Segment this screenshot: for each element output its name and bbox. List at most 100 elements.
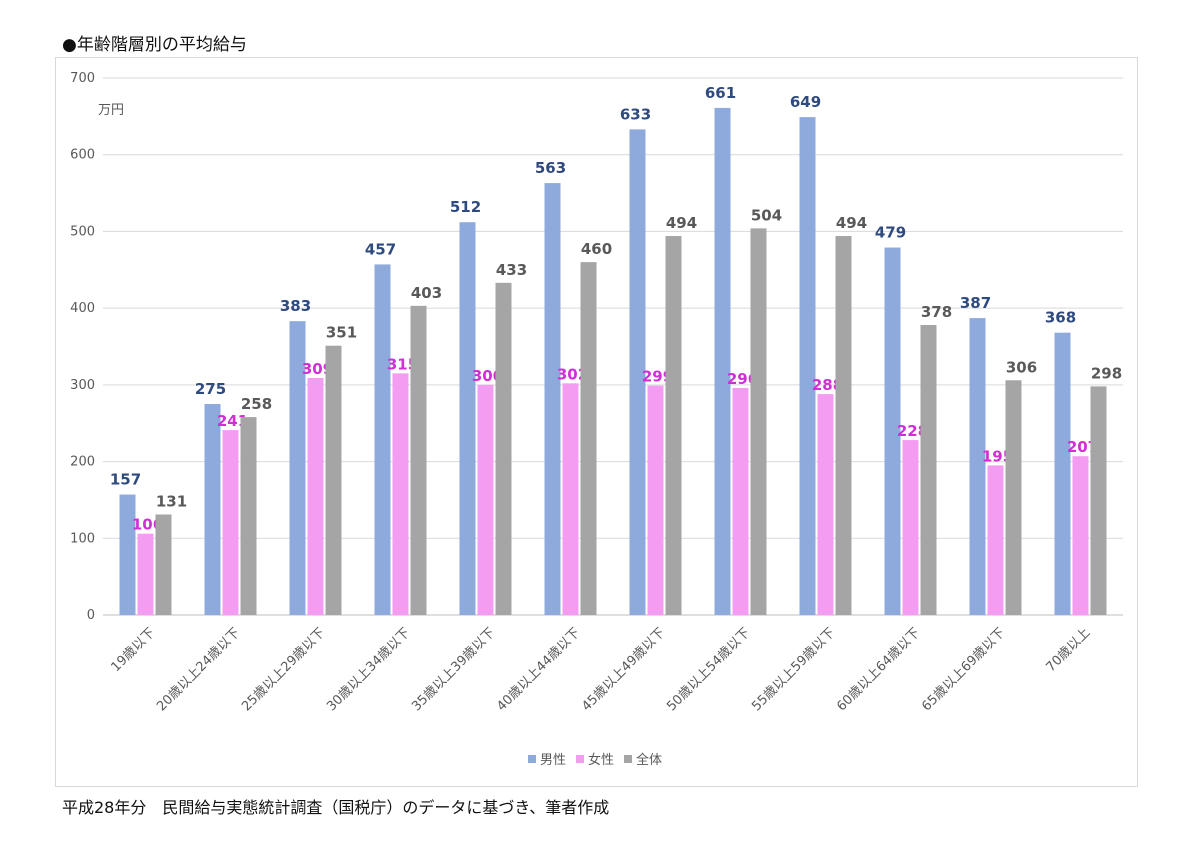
bar-全体 [750,228,767,616]
bar-女性 [137,533,154,615]
x-tick-label: 40歳以上44歳以下 [494,625,583,714]
data-label: 195 [982,447,1013,465]
x-tick-label: 19歳以下 [108,625,158,675]
data-label: 457 [365,240,396,258]
y-tick-label: 0 [87,608,95,623]
data-label: 299 [642,368,673,386]
bar-女性 [1072,456,1089,615]
x-tick-label: 65歳以上69歳以下 [919,625,1008,714]
data-label: 479 [875,224,906,242]
data-label: 300 [472,367,503,385]
data-label: 563 [535,159,566,177]
data-label: 403 [411,284,442,302]
data-label: 661 [705,84,736,102]
page-title: ●年齢階層別の平均給与 [62,35,247,55]
data-label: 302 [557,365,588,383]
x-tick-label: 20歳以上24歳以下 [154,625,243,714]
data-label: 351 [326,324,357,342]
bar-男性 [799,117,816,616]
x-tick-label: 25歳以上29歳以下 [239,625,328,714]
bar-全体 [240,417,257,615]
y-unit-label: 万円 [98,103,124,118]
bar-女性 [477,384,494,615]
data-label: 512 [450,198,481,216]
x-tick-label: 30歳以上34歳以下 [324,625,413,714]
legend-swatch [576,755,584,763]
bar-全体 [835,236,852,615]
chart-frame: 0 100 200 300 400 500 600 700 万円 157 106 131 19歳以下 27… [55,57,1138,787]
data-label: 306 [1006,358,1037,376]
bar-男性 [204,404,221,615]
bar-男性 [374,264,391,615]
x-tick-label: 50歳以上54歳以下 [664,625,753,714]
bar-女性 [902,440,919,615]
data-label: 131 [156,493,187,511]
bar-男性 [544,183,561,615]
bar-女性 [562,383,579,615]
x-tick-label: 60歳以上64歳以下 [834,625,923,714]
bar-全体 [325,345,342,615]
bar-男性 [289,321,306,615]
bar-女性 [732,387,749,615]
y-tick-label: 700 [70,71,95,86]
y-tick-label: 400 [70,301,95,316]
data-label: 494 [666,214,697,232]
x-tick-label: 35歳以上39歳以下 [409,625,498,714]
y-tick-label: 200 [70,455,95,470]
data-label: 309 [302,360,333,378]
data-label: 383 [280,297,311,315]
data-label: 228 [897,422,928,440]
source-note: 平成28年分 民間給与実態統計調査（国税庁）のデータに基づき、筆者作成 [62,798,610,817]
data-label: 494 [836,214,867,232]
data-label: 387 [960,294,991,312]
data-label: 460 [581,240,612,258]
bar-女性 [392,373,409,615]
bar-男性 [884,247,901,615]
bar-全体 [1005,380,1022,615]
legend-swatch [624,755,632,763]
bar-男性 [1054,332,1071,615]
y-tick-label: 100 [70,531,95,546]
bar-全体 [920,325,937,615]
bar-男性 [459,222,476,616]
y-tick-label: 600 [70,148,95,163]
x-tick-label: 45歳以上49歳以下 [579,625,668,714]
bar-全体 [155,514,172,615]
bar-全体 [410,305,427,615]
data-label: 298 [1091,364,1122,382]
bar-全体 [495,282,512,615]
bar-全体 [665,236,682,615]
data-label: 378 [921,303,952,321]
y-tick-label: 500 [70,224,95,239]
data-label: 157 [110,471,141,489]
data-label: 106 [132,516,163,534]
bar-女性 [987,465,1004,615]
bar-chart: 0 100 200 300 400 500 600 700 万円 157 106 131 19歳以下 27… [70,71,1123,768]
data-label: 504 [751,206,782,224]
bar-女性 [817,394,834,615]
data-label: 207 [1067,438,1098,456]
bar-男性 [629,129,646,616]
legend-swatch [528,755,536,763]
data-label: 433 [496,261,527,279]
data-label: 258 [241,395,272,413]
data-label: 296 [727,370,758,388]
bar-女性 [307,377,324,615]
bar-女性 [647,385,664,615]
legend-label: 全体 [636,752,662,768]
data-label: 368 [1045,309,1076,327]
legend-label: 男性 [540,753,566,768]
data-label: 649 [790,93,821,111]
bar-男性 [969,318,986,615]
y-tick-label: 300 [70,378,95,393]
x-tick-label: 70歳以上 [1043,625,1093,675]
bar-全体 [1090,386,1107,615]
bar-女性 [222,430,239,615]
legend-label: 女性 [588,752,614,768]
data-label: 288 [812,376,843,394]
bar-男性 [119,494,136,615]
data-label: 275 [195,380,226,398]
x-tick-label: 55歳以上59歳以下 [749,625,838,714]
bar-男性 [714,107,731,615]
data-label: 633 [620,105,651,123]
